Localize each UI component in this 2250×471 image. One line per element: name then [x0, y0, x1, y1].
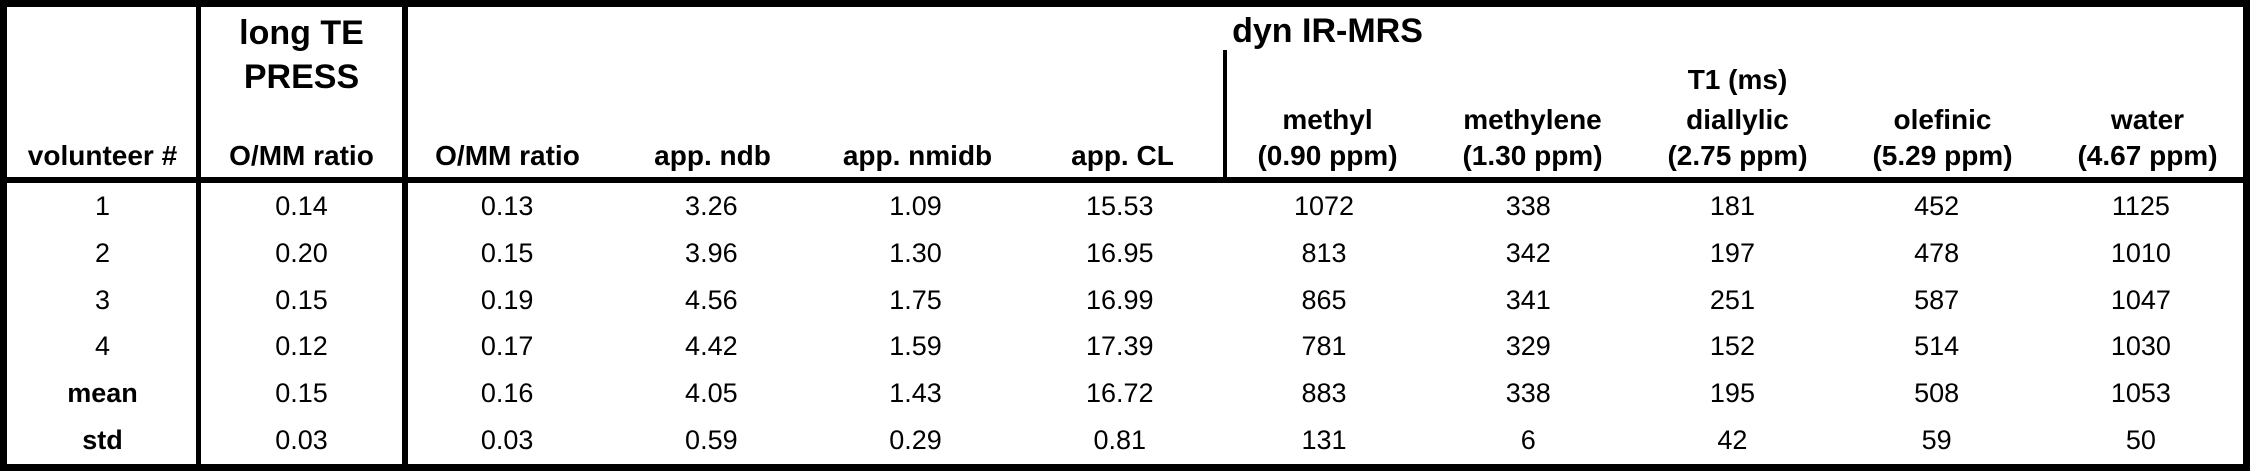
table-cell: 152	[1709, 331, 1755, 362]
table-cell: 587	[1914, 284, 1960, 315]
table-cell: 3.26	[685, 190, 738, 221]
table-cell: 0.15	[275, 284, 328, 315]
table-cell: 0.19	[480, 284, 534, 315]
table-cell: 0.13	[480, 190, 534, 221]
row-label: 2	[94, 237, 111, 268]
table-cell: 197	[1709, 237, 1755, 268]
table-cell: 6	[1520, 425, 1536, 456]
table-cell: 1053	[2110, 378, 2171, 409]
table-cell: 1.75	[889, 284, 942, 315]
table-cell: 251	[1709, 284, 1755, 315]
table-cell: 1010	[2110, 237, 2171, 268]
divider-volunteer-press	[196, 7, 201, 464]
col-header-press-omm: O/MM ratio	[229, 140, 374, 171]
group-header-t1-ms: T1 (ms)	[1687, 64, 1788, 95]
table-cell: 3.96	[685, 237, 738, 268]
col-header-olefinic-ppm: (5.29 ppm)	[1872, 140, 2013, 171]
table-cell: 0.15	[275, 378, 328, 409]
col-header-water: water	[2110, 104, 2185, 135]
col-header-app-nmidb: app. nmidb	[842, 140, 993, 171]
table-cell: 0.81	[1093, 425, 1147, 456]
col-header-water-ppm: (4.67 ppm)	[2077, 140, 2218, 171]
divider-appcl-t1	[1223, 50, 1227, 183]
table-cell: 0.15	[480, 237, 534, 268]
row-label: 3	[94, 284, 111, 315]
table-cell: 4.56	[685, 284, 738, 315]
table-cell: 0.29	[889, 425, 942, 456]
col-header-methyl-ppm: (0.90 ppm)	[1257, 140, 1398, 171]
table-cell: 478	[1914, 237, 1960, 268]
table-cell: 181	[1709, 190, 1755, 221]
table-cell: 329	[1505, 331, 1551, 362]
press-line1: long TE	[239, 14, 364, 52]
row-label: 1	[94, 190, 111, 221]
table-cell: 338	[1505, 190, 1551, 221]
col-header-volunteer: volunteer #	[27, 140, 178, 171]
table-cell: 865	[1301, 284, 1347, 315]
group-header-long-te-press: long TE PRESS	[198, 11, 405, 99]
table-cell: 50	[2125, 425, 2156, 456]
table-cell: 0.16	[480, 378, 534, 409]
table-cell: 0.03	[480, 425, 534, 456]
table-cell: 42	[1717, 425, 1748, 456]
table-cell: 0.03	[275, 425, 328, 456]
press-line2: PRESS	[243, 58, 360, 96]
table-cell: 514	[1914, 331, 1960, 362]
col-header-diallylic: diallylic	[1686, 104, 1789, 135]
table-cell: 4.05	[685, 378, 738, 409]
header-separator	[7, 177, 2243, 183]
row-label-std: std	[82, 425, 123, 456]
col-header-dyn-omm: O/MM ratio	[435, 140, 580, 171]
table-cell: 813	[1301, 237, 1347, 268]
table-cell: 0.12	[275, 331, 328, 362]
table-cell: 342	[1505, 237, 1551, 268]
group-header-dyn-ir-mrs: dyn IR-MRS	[1232, 12, 1423, 50]
table-cell: 0.20	[275, 237, 328, 268]
table-body: 1 0.14 0.13 3.26 1.09 15.53 1072 338 181…	[7, 183, 2243, 464]
table-cell: 0.59	[685, 425, 738, 456]
table-cell: 452	[1914, 190, 1960, 221]
col-header-diallylic-ppm: (2.75 ppm)	[1667, 140, 1808, 171]
col-header-app-cl: app. CL	[1071, 140, 1174, 171]
col-header-methylene: methylene	[1463, 104, 1602, 135]
table-cell: 1030	[2110, 331, 2171, 362]
table-cell: 1.30	[889, 237, 942, 268]
table-cell: 16.99	[1085, 284, 1154, 315]
table-cell: 1072	[1293, 190, 1355, 221]
row-label: 4	[94, 331, 111, 362]
table-cell: 15.53	[1085, 190, 1154, 221]
col-header-methylene-ppm: (1.30 ppm)	[1462, 140, 1603, 171]
table-cell: 1.43	[889, 378, 942, 409]
table-cell: 1.59	[889, 331, 942, 362]
table-cell: 16.72	[1085, 378, 1154, 409]
col-header-app-ndb: app. ndb	[654, 140, 771, 171]
table-cell: 1125	[2111, 190, 2170, 221]
table-cell: 338	[1505, 378, 1551, 409]
divider-press-dyn	[402, 7, 408, 464]
table-cell: 883	[1301, 378, 1347, 409]
table-cell: 195	[1709, 378, 1755, 409]
table-cell: 0.14	[275, 190, 328, 221]
table-cell: 131	[1301, 425, 1347, 456]
table-cell: 1047	[2110, 284, 2171, 315]
row-label-mean: mean	[67, 378, 138, 409]
table-cell: 781	[1301, 331, 1347, 362]
table-cell: 59	[1921, 425, 1952, 456]
table-cell: 1.09	[889, 190, 942, 221]
col-header-olefinic: olefinic	[1893, 104, 1992, 135]
col-header-methyl: methyl	[1282, 104, 1373, 135]
table-cell: 17.39	[1085, 331, 1154, 362]
table-cell: 508	[1914, 378, 1960, 409]
table-cell: 0.17	[480, 331, 534, 362]
table-cell: 4.42	[685, 331, 738, 362]
table-cell: 341	[1505, 284, 1551, 315]
table-cell: 16.95	[1085, 237, 1154, 268]
